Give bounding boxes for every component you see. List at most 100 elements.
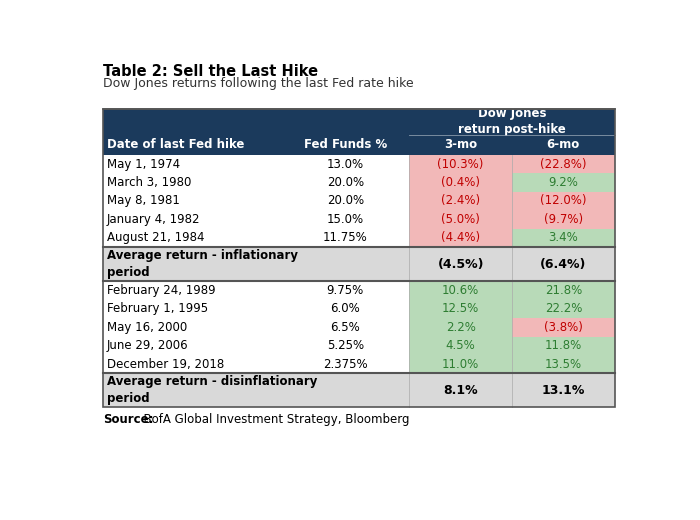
Bar: [409, 300, 512, 318]
Text: March 3, 1980: March 3, 1980: [107, 176, 191, 189]
Text: Dow Jones
return post-hike: Dow Jones return post-hike: [458, 107, 566, 136]
Bar: [103, 247, 615, 281]
Text: 15.0%: 15.0%: [327, 213, 364, 226]
Bar: [409, 192, 512, 210]
Text: (4.4%): (4.4%): [441, 231, 480, 244]
Text: 9.75%: 9.75%: [327, 284, 364, 297]
Bar: [103, 336, 281, 355]
Bar: [103, 300, 281, 318]
Text: 5.25%: 5.25%: [327, 339, 364, 352]
Bar: [512, 192, 615, 210]
Text: May 8, 1981: May 8, 1981: [107, 194, 180, 207]
Text: 13.5%: 13.5%: [545, 358, 582, 371]
Bar: [103, 109, 615, 407]
Bar: [281, 192, 409, 210]
Text: (4.5%): (4.5%): [438, 257, 484, 270]
Bar: [281, 229, 409, 247]
Text: June 29, 2006: June 29, 2006: [107, 339, 188, 352]
Text: (0.4%): (0.4%): [441, 176, 480, 189]
Text: 22.2%: 22.2%: [545, 302, 582, 315]
Bar: [409, 155, 512, 173]
Text: 2.2%: 2.2%: [446, 321, 475, 334]
Text: 20.0%: 20.0%: [327, 176, 364, 189]
Bar: [281, 318, 409, 336]
Text: 21.8%: 21.8%: [545, 284, 582, 297]
Text: May 16, 2000: May 16, 2000: [107, 321, 187, 334]
Bar: [409, 336, 512, 355]
Bar: [512, 318, 615, 336]
Text: 3.4%: 3.4%: [549, 231, 578, 244]
Text: BofA Global Investment Strategy, Bloomberg: BofA Global Investment Strategy, Bloombe…: [136, 413, 409, 426]
Bar: [103, 155, 281, 173]
Bar: [512, 173, 615, 192]
Text: 10.6%: 10.6%: [442, 284, 480, 297]
Bar: [512, 155, 615, 173]
Text: Source:: Source:: [103, 413, 153, 426]
Text: Average return - disinflationary
period: Average return - disinflationary period: [107, 375, 317, 406]
Text: 2.375%: 2.375%: [323, 358, 368, 371]
Bar: [281, 336, 409, 355]
Text: December 19, 2018: December 19, 2018: [107, 358, 224, 371]
Bar: [281, 355, 409, 373]
Bar: [103, 210, 281, 229]
Text: (2.4%): (2.4%): [441, 194, 480, 207]
Bar: [512, 336, 615, 355]
Text: 6-mo: 6-mo: [547, 138, 580, 151]
Bar: [281, 173, 409, 192]
Bar: [512, 300, 615, 318]
Bar: [281, 300, 409, 318]
Text: Fed Funds %: Fed Funds %: [304, 138, 387, 151]
Text: 11.0%: 11.0%: [442, 358, 480, 371]
Bar: [512, 229, 615, 247]
Text: (12.0%): (12.0%): [540, 194, 587, 207]
Text: Dow Jones returns following the last Fed rate hike: Dow Jones returns following the last Fed…: [103, 76, 414, 89]
Bar: [409, 355, 512, 373]
Text: 11.75%: 11.75%: [323, 231, 368, 244]
Text: 6.0%: 6.0%: [330, 302, 360, 315]
Bar: [103, 173, 281, 192]
Bar: [409, 281, 512, 300]
Bar: [103, 192, 281, 210]
Text: (3.8%): (3.8%): [544, 321, 583, 334]
Bar: [103, 373, 615, 407]
Bar: [409, 229, 512, 247]
Bar: [409, 210, 512, 229]
Text: (22.8%): (22.8%): [540, 158, 587, 171]
Text: 11.8%: 11.8%: [545, 339, 582, 352]
Bar: [103, 318, 281, 336]
Bar: [103, 109, 615, 135]
Text: (10.3%): (10.3%): [438, 158, 484, 171]
Bar: [281, 281, 409, 300]
Bar: [409, 318, 512, 336]
Bar: [103, 229, 281, 247]
Text: 3-mo: 3-mo: [444, 138, 477, 151]
Text: (6.4%): (6.4%): [540, 257, 587, 270]
Text: 12.5%: 12.5%: [442, 302, 480, 315]
Bar: [281, 155, 409, 173]
Bar: [409, 173, 512, 192]
Text: (5.0%): (5.0%): [441, 213, 480, 226]
Text: 13.0%: 13.0%: [327, 158, 364, 171]
Text: Date of last Fed hike: Date of last Fed hike: [107, 138, 244, 151]
Text: May 1, 1974: May 1, 1974: [107, 158, 180, 171]
Text: August 21, 1984: August 21, 1984: [107, 231, 204, 244]
Text: (9.7%): (9.7%): [544, 213, 583, 226]
Text: 8.1%: 8.1%: [443, 384, 478, 397]
Text: 6.5%: 6.5%: [330, 321, 360, 334]
Bar: [103, 355, 281, 373]
Text: Table 2: Sell the Last Hike: Table 2: Sell the Last Hike: [103, 64, 318, 79]
Text: February 24, 1989: February 24, 1989: [107, 284, 216, 297]
Text: February 1, 1995: February 1, 1995: [107, 302, 208, 315]
Bar: [512, 281, 615, 300]
Bar: [103, 135, 615, 155]
Text: January 4, 1982: January 4, 1982: [107, 213, 200, 226]
Bar: [103, 281, 281, 300]
Bar: [512, 210, 615, 229]
Text: 4.5%: 4.5%: [446, 339, 475, 352]
Text: Average return - inflationary
period: Average return - inflationary period: [107, 249, 298, 279]
Text: 13.1%: 13.1%: [542, 384, 585, 397]
Bar: [512, 355, 615, 373]
Text: 20.0%: 20.0%: [327, 194, 364, 207]
Bar: [281, 210, 409, 229]
Text: 9.2%: 9.2%: [548, 176, 578, 189]
